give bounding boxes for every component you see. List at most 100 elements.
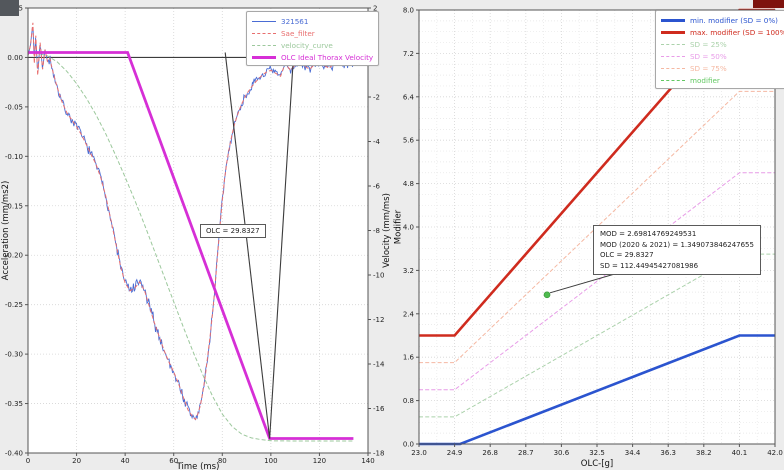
svg-text:0.0: 0.0: [403, 441, 414, 449]
svg-text:38.2: 38.2: [696, 449, 712, 457]
olc-annotation: OLC = 29.8327: [200, 224, 266, 238]
legend-label: modifier: [690, 75, 720, 85]
legend-entry-modifier: modifier: [661, 74, 784, 86]
left-chart-legend: 321561 Sae_filter velocity_curve OLC Ideal …: [246, 11, 380, 66]
legend-entry-sd-50-: SD = 50%: [661, 50, 784, 62]
svg-text:-0.05: -0.05: [5, 103, 23, 111]
svg-text:-0.35: -0.35: [5, 400, 23, 408]
svg-text:140: 140: [361, 457, 374, 465]
legend-line-sample: [661, 30, 685, 34]
svg-text:-16: -16: [373, 405, 385, 413]
svg-text:26.8: 26.8: [482, 449, 498, 457]
legend-label: SD = 75%: [690, 63, 727, 73]
legend-line-sample: [661, 43, 685, 45]
mod-annotation-line: SD = 112.44945427081986: [600, 261, 699, 270]
y-axis-label: Modifier: [394, 209, 404, 244]
svg-text:-18: -18: [373, 450, 384, 458]
svg-text:60: 60: [169, 457, 178, 465]
x-axis-label: Time (ms): [176, 462, 220, 470]
svg-text:-0.40: -0.40: [5, 450, 23, 458]
x-tick-labels: 0 20 40 60 80 100 120 140: [26, 453, 375, 465]
legend-line-sample: [661, 55, 685, 57]
y-tick-labels: 0.0 0.8 1.6 2.4 3.2 4.0 4.8 5.6 6.4 7.2 8.0: [403, 7, 419, 449]
desktop-corner-artifact: [0, 0, 19, 16]
legend-label: Sae_filter: [281, 28, 315, 38]
legend-label: min. modifier (SD = 0%): [690, 15, 778, 25]
window-tab-artifact: [753, 0, 784, 8]
legend-label: max. modifier (SD = 100%): [690, 27, 784, 37]
left-chart: 0204060801001201400.050.00-0.05-0.10-0.1…: [1, 4, 392, 470]
modifier-marker: [543, 291, 551, 299]
legend-line-sample: [252, 55, 276, 59]
svg-text:-0.25: -0.25: [5, 301, 23, 309]
svg-text:2: 2: [373, 5, 377, 13]
series-sd-50-: [419, 172, 775, 391]
svg-text:20: 20: [72, 457, 81, 465]
svg-text:80: 80: [218, 457, 227, 465]
legend-line-sample: [661, 67, 685, 69]
svg-text:6.4: 6.4: [403, 93, 415, 101]
svg-text:24.9: 24.9: [447, 449, 463, 457]
svg-text:0.8: 0.8: [403, 397, 414, 405]
svg-text:-0.15: -0.15: [5, 202, 23, 210]
legend-label: 321561: [281, 16, 309, 26]
legend-label: velocity_curve: [281, 40, 333, 50]
svg-text:-2: -2: [373, 94, 380, 102]
svg-text:-14: -14: [373, 361, 385, 369]
x-axis-label: OLC-[g]: [581, 459, 613, 469]
svg-text:42.0: 42.0: [767, 449, 783, 457]
svg-text:-0.20: -0.20: [5, 252, 23, 260]
legend-entry-olc-ideal-thorax-velocity: OLC Ideal Thorax Velocity: [252, 51, 373, 63]
svg-text:3.2: 3.2: [403, 267, 414, 275]
right-chart-legend: min. modifier (SD = 0%) max. modifier (SD…: [655, 10, 784, 89]
svg-text:36.3: 36.3: [660, 449, 676, 457]
legend-line-sample: [252, 20, 276, 22]
legend-entry-321561: 321561: [252, 15, 373, 27]
mod-annotation-line: OLC = 29.8327: [600, 251, 654, 259]
svg-text:7.2: 7.2: [403, 50, 414, 58]
y-right-axis-label: Velocity (mm/ms): [382, 193, 392, 268]
svg-text:0: 0: [26, 457, 30, 465]
svg-text:-8: -8: [373, 227, 380, 235]
mod-annotation: MOD = 2.69814769249531 MOD (2020 & 2021)…: [593, 225, 761, 275]
legend-entry-min-modifier-sd-0-: min. modifier (SD = 0%): [661, 14, 784, 26]
legend-line-sample: [252, 32, 276, 34]
plot-area: [28, 8, 368, 453]
svg-text:4.0: 4.0: [403, 224, 414, 232]
svg-text:1.6: 1.6: [403, 354, 415, 362]
svg-text:28.7: 28.7: [518, 449, 534, 457]
legend-label: SD = 25%: [690, 39, 727, 49]
legend-entry-sae-filter: Sae_filter: [252, 27, 373, 39]
legend-entry-max-modifier-sd-100-: max. modifier (SD = 100%): [661, 26, 784, 38]
svg-text:0.00: 0.00: [7, 54, 23, 62]
svg-text:-12: -12: [373, 316, 384, 324]
svg-text:32.5: 32.5: [589, 449, 605, 457]
series-olc-ideal-thorax-velocity: [28, 51, 354, 440]
legend-label: SD = 50%: [690, 51, 727, 61]
svg-text:100: 100: [264, 457, 277, 465]
legend-entry-sd-75-: SD = 75%: [661, 62, 784, 74]
legend-line-sample: [661, 18, 685, 22]
svg-text:40.1: 40.1: [732, 449, 748, 457]
x-tick-labels: 23.0 24.9 26.8 28.7 30.6 32.5 34.4 36.3 38.2 40.1…: [411, 444, 783, 457]
legend-line-sample: [252, 44, 276, 46]
svg-text:-0.30: -0.30: [5, 351, 23, 359]
legend-entry-sd-25-: SD = 25%: [661, 38, 784, 50]
svg-text:-10: -10: [373, 272, 384, 280]
svg-text:5.6: 5.6: [403, 137, 415, 145]
svg-text:30.6: 30.6: [554, 449, 570, 457]
svg-text:23.0: 23.0: [411, 449, 427, 457]
svg-text:-4: -4: [373, 138, 381, 146]
svg-text:-0.10: -0.10: [5, 153, 23, 161]
olc-construction-line: [224, 52, 271, 439]
svg-text:2.4: 2.4: [403, 310, 415, 318]
svg-text:40: 40: [121, 457, 130, 465]
legend-label: OLC Ideal Thorax Velocity: [281, 52, 374, 62]
mod-annotation-line: MOD = 2.69814769249531: [600, 230, 697, 238]
y-left-axis-label: Acceleration (mm/ms2): [1, 181, 11, 281]
svg-text:34.4: 34.4: [625, 449, 641, 457]
svg-text:8.0: 8.0: [403, 7, 414, 15]
svg-text:120: 120: [313, 457, 326, 465]
olc-construction-line: [269, 52, 295, 439]
